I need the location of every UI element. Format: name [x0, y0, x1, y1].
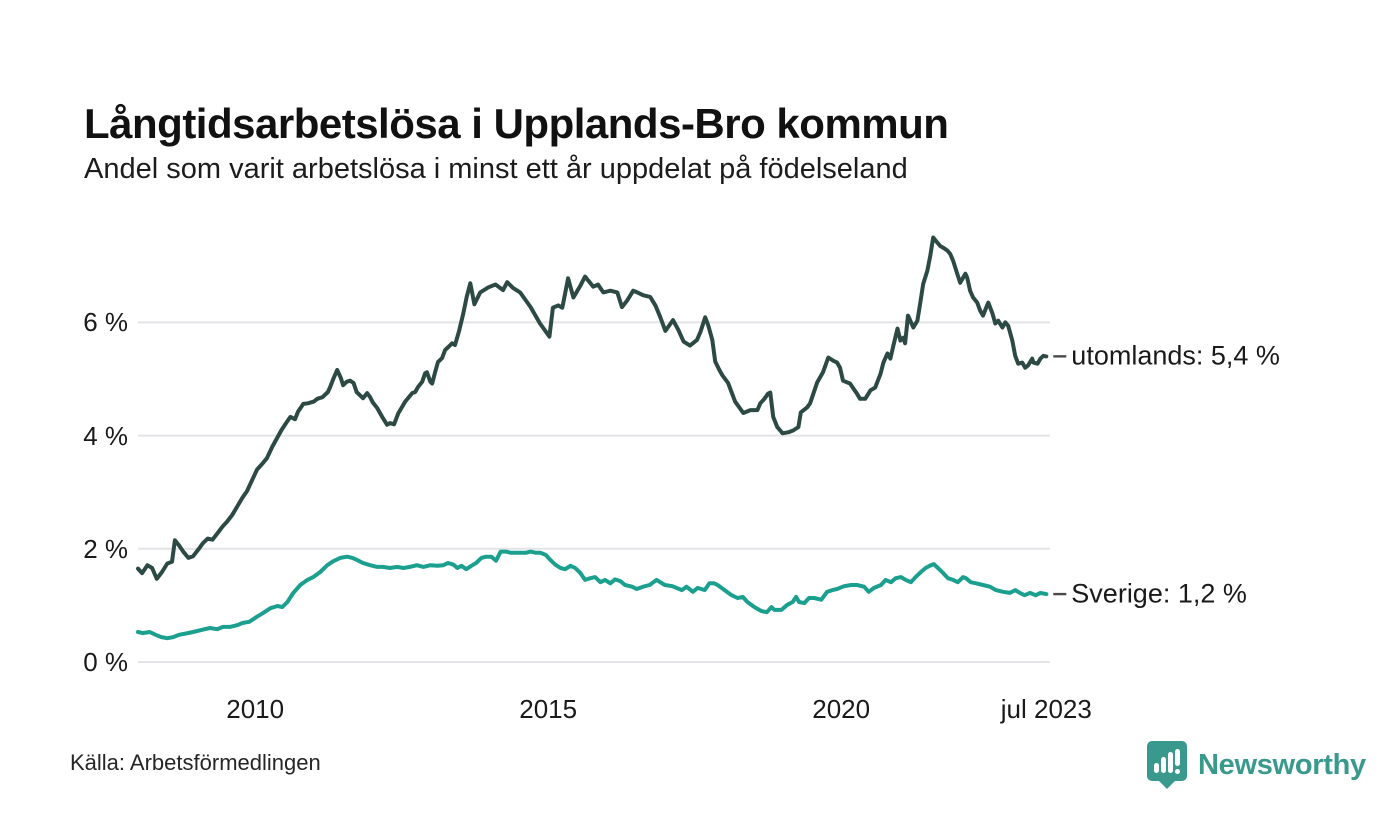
x-axis-tick-label: 2020 [812, 694, 871, 724]
brand-name: Newsworthy [1198, 748, 1366, 781]
brand-logo: Newsworthy [1146, 740, 1366, 790]
y-axis-tick-label: 6 % [83, 307, 128, 338]
series-end-label-utomlands: utomlands: 5,4 % [1071, 340, 1280, 371]
x-axis-tick-label: jul 2023 [1000, 694, 1092, 724]
end-label-ticks [1053, 355, 1067, 596]
series-line-utomlands [136, 235, 1049, 581]
newsworthy-icon [1147, 741, 1187, 789]
y-axis-tick-label: 0 % [83, 647, 128, 677]
series-line-Sverige [136, 549, 1049, 641]
x-axis-tick-label: 2010 [226, 694, 285, 724]
y-axis-tick-label: 2 % [83, 533, 128, 564]
page-subtitle: Andel som varit arbetslösa i minst ett å… [84, 153, 908, 185]
series-end-label-sverige: Sverige: 1,2 % [1071, 578, 1247, 609]
x-axis-tick-label: 2015 [519, 694, 578, 724]
series-lines [136, 235, 1049, 641]
y-axis-tick-label: 4 % [83, 420, 128, 451]
gridlines [138, 321, 1050, 663]
source-note: Källa: Arbetsförmedlingen [70, 750, 321, 775]
page-title: Långtidsarbetslösa i Upplands-Bro kommun [84, 100, 949, 148]
